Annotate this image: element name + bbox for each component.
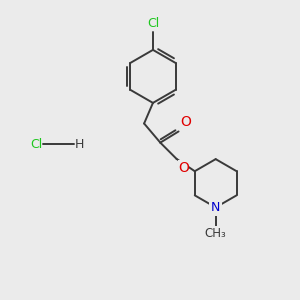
Text: O: O <box>178 161 189 175</box>
Text: N: N <box>211 201 220 214</box>
Text: Cl: Cl <box>30 138 43 151</box>
Text: Cl: Cl <box>147 17 159 31</box>
Text: O: O <box>180 115 191 128</box>
Text: CH₃: CH₃ <box>205 227 226 240</box>
Text: H: H <box>75 138 85 151</box>
